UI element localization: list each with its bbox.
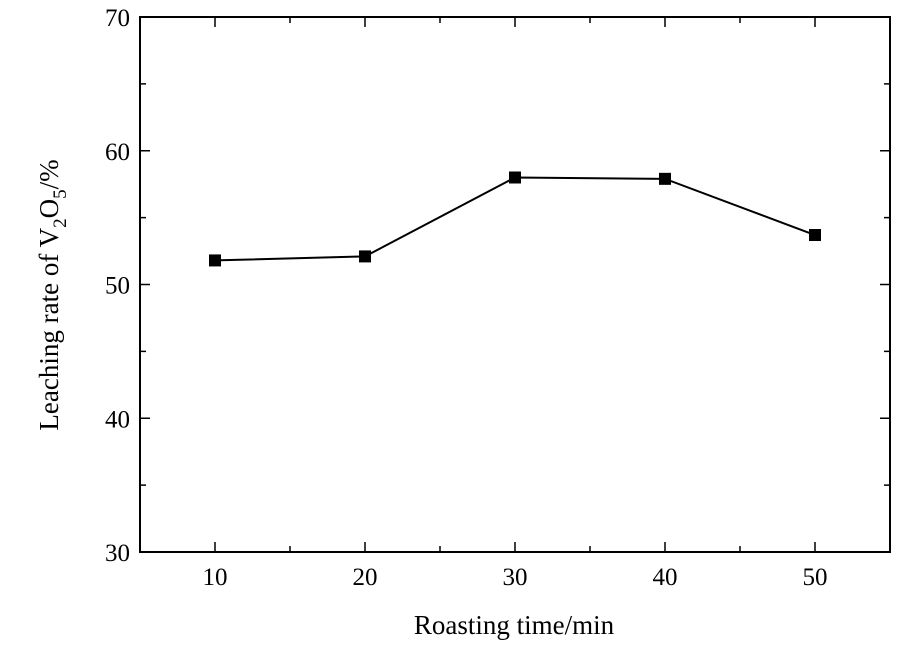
x-axis-tick-labels: 10 20 30 40 50 — [203, 564, 828, 591]
data-point-marker — [659, 172, 671, 185]
x-axis-label: Roasting time/min — [414, 610, 615, 640]
y-tick-label: 70 — [105, 5, 130, 32]
plot-frame — [139, 16, 891, 553]
y-axis-label-prefix: Leaching rate of V — [34, 227, 64, 430]
series-group — [209, 171, 821, 267]
y-axis-label-sub2: 5 — [50, 189, 71, 199]
x-tick-label: 10 — [203, 564, 228, 591]
data-point-marker — [359, 250, 371, 263]
y-axis-tick-labels: 30 40 50 60 70 — [105, 5, 130, 567]
x-tick-label: 30 — [503, 564, 528, 591]
y-tick-label: 60 — [105, 139, 130, 166]
y-tick-label: 30 — [105, 540, 130, 567]
x-tick-label: 40 — [653, 564, 678, 591]
series-line — [214, 176, 816, 262]
y-tick-label: 40 — [105, 406, 130, 433]
data-point-marker — [509, 171, 521, 184]
x-tick-label: 20 — [353, 564, 378, 591]
y-axis-label: Leaching rate of V2O5/% — [34, 159, 71, 430]
x-tick-label: 50 — [803, 564, 828, 591]
plot-border — [139, 16, 891, 553]
x-axis-ticks — [139, 17, 891, 552]
y-axis-label-sub1: 2 — [50, 218, 71, 228]
y-axis-label-mid: O — [34, 199, 64, 219]
y-axis-ticks — [140, 16, 890, 553]
y-axis-label-suffix: /% — [34, 159, 64, 189]
y-tick-label: 50 — [105, 273, 130, 300]
data-point-marker — [809, 229, 821, 242]
data-point-marker — [209, 254, 221, 267]
